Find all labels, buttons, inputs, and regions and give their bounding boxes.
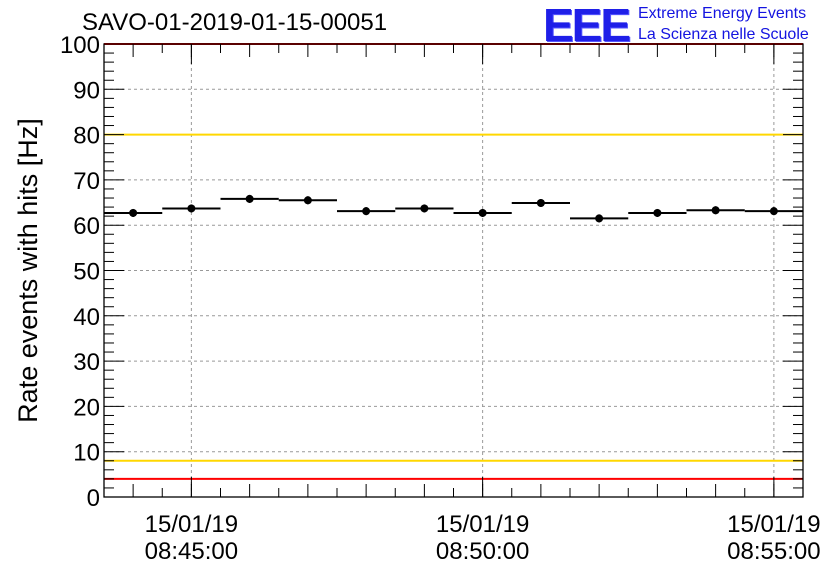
data-point bbox=[395, 204, 454, 213]
chart-title: SAVO-01-2019-01-15-00051 bbox=[82, 9, 388, 36]
data-point-marker bbox=[303, 196, 312, 205]
data-point bbox=[278, 196, 337, 205]
data-point bbox=[337, 207, 396, 216]
data-point bbox=[104, 208, 163, 217]
data-point-marker bbox=[362, 207, 371, 216]
y-tick-label: 90 bbox=[73, 77, 100, 104]
data-point-marker bbox=[478, 208, 487, 217]
y-tick-label: 30 bbox=[73, 349, 100, 376]
data-points bbox=[104, 194, 803, 223]
data-point-marker bbox=[653, 208, 662, 217]
y-tick-label: 0 bbox=[87, 485, 100, 512]
x-tick-date-label: 15/01/19 bbox=[145, 511, 238, 538]
y-axis-title: Rate events with hits [Hz] bbox=[13, 118, 43, 423]
y-tick-label: 80 bbox=[73, 123, 100, 150]
data-point-marker bbox=[711, 206, 720, 215]
data-point bbox=[744, 207, 803, 216]
y-tick-label: 70 bbox=[73, 168, 100, 195]
data-point bbox=[220, 194, 279, 203]
data-point bbox=[162, 204, 221, 213]
data-point bbox=[511, 199, 570, 208]
y-tick-label: 50 bbox=[73, 259, 100, 286]
eee-logo-mark: EEE bbox=[543, 0, 631, 51]
data-point-marker bbox=[129, 208, 138, 217]
plot-frame bbox=[103, 43, 804, 498]
data-point bbox=[453, 208, 512, 217]
data-point bbox=[570, 214, 629, 223]
reference-lines bbox=[104, 43, 803, 480]
data-point bbox=[628, 208, 687, 217]
logo-line-2: La Scienza nelle Scuole bbox=[638, 26, 809, 43]
grid-lines bbox=[104, 44, 803, 497]
y-tick-label: 10 bbox=[73, 440, 100, 467]
data-point-marker bbox=[420, 204, 429, 213]
x-tick-time-label: 08:50:00 bbox=[436, 538, 529, 565]
data-point bbox=[686, 206, 745, 215]
y-tick-label: 60 bbox=[73, 213, 100, 240]
x-tick-time-label: 08:45:00 bbox=[145, 538, 238, 565]
data-point-marker bbox=[536, 199, 545, 208]
y-tick-label: 100 bbox=[60, 32, 100, 59]
data-point-marker bbox=[769, 207, 778, 216]
y-tick-label: 20 bbox=[73, 394, 100, 421]
x-tick-date-label: 15/01/19 bbox=[436, 511, 529, 538]
x-tick-time-label: 08:55:00 bbox=[727, 538, 820, 565]
tick-labels: 010203040506070809010015/01/1908:45:0015… bbox=[60, 32, 821, 565]
logo-line-1: Extreme Energy Events bbox=[638, 5, 807, 22]
data-point-marker bbox=[245, 194, 254, 203]
x-tick-date-label: 15/01/19 bbox=[727, 511, 820, 538]
y-tick-label: 40 bbox=[73, 304, 100, 331]
data-point-marker bbox=[595, 214, 604, 223]
data-point-marker bbox=[187, 204, 196, 213]
eee-logo: EEE Extreme Energy Events La Scienza nel… bbox=[543, 0, 833, 51]
